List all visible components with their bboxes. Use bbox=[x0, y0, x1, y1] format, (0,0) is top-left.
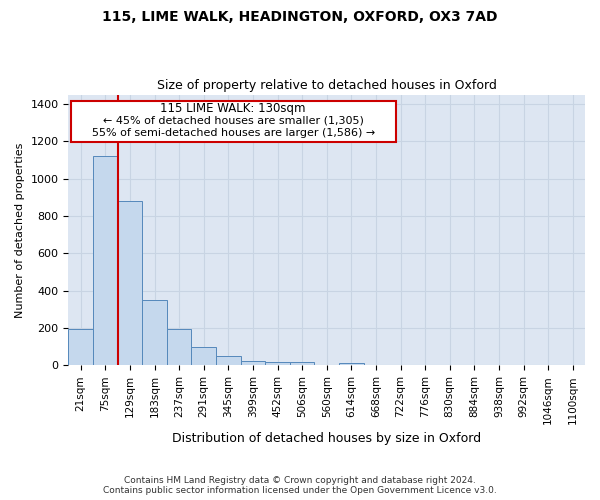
Bar bbox=[339, 362, 364, 366]
Bar bbox=[68, 328, 93, 366]
Bar bbox=[142, 300, 167, 366]
Text: ← 45% of detached houses are smaller (1,305): ← 45% of detached houses are smaller (1,… bbox=[103, 116, 364, 126]
Bar bbox=[191, 346, 216, 366]
Text: 115, LIME WALK, HEADINGTON, OXFORD, OX3 7AD: 115, LIME WALK, HEADINGTON, OXFORD, OX3 … bbox=[102, 10, 498, 24]
Bar bbox=[167, 330, 191, 366]
Bar bbox=[118, 201, 142, 366]
Text: 115 LIME WALK: 130sqm: 115 LIME WALK: 130sqm bbox=[160, 102, 306, 115]
Bar bbox=[241, 360, 265, 366]
FancyBboxPatch shape bbox=[71, 101, 395, 142]
Text: 55% of semi-detached houses are larger (1,586) →: 55% of semi-detached houses are larger (… bbox=[92, 128, 375, 138]
X-axis label: Distribution of detached houses by size in Oxford: Distribution of detached houses by size … bbox=[172, 432, 481, 445]
Text: Contains HM Land Registry data © Crown copyright and database right 2024.
Contai: Contains HM Land Registry data © Crown c… bbox=[103, 476, 497, 495]
Bar bbox=[290, 362, 314, 366]
Title: Size of property relative to detached houses in Oxford: Size of property relative to detached ho… bbox=[157, 79, 497, 92]
Bar bbox=[265, 362, 290, 366]
Bar bbox=[216, 356, 241, 366]
Bar bbox=[93, 156, 118, 366]
Y-axis label: Number of detached properties: Number of detached properties bbox=[15, 142, 25, 318]
